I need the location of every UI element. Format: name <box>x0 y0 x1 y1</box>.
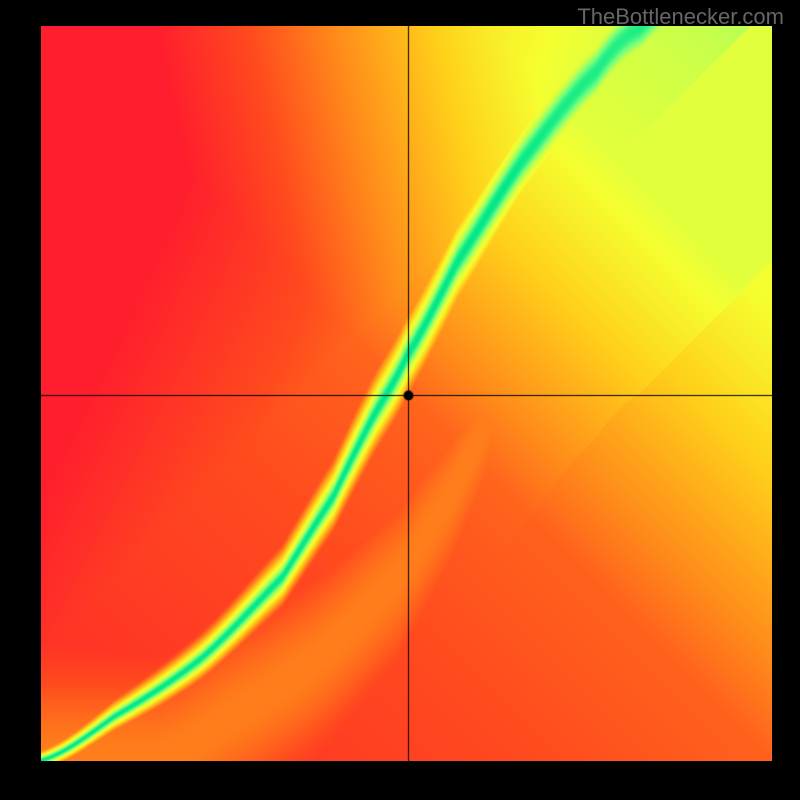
chart-container: { "figure": { "type": "heatmap", "canvas… <box>0 0 800 800</box>
watermark-text: TheBottlenecker.com <box>577 4 784 30</box>
bottleneck-heatmap <box>41 26 772 761</box>
